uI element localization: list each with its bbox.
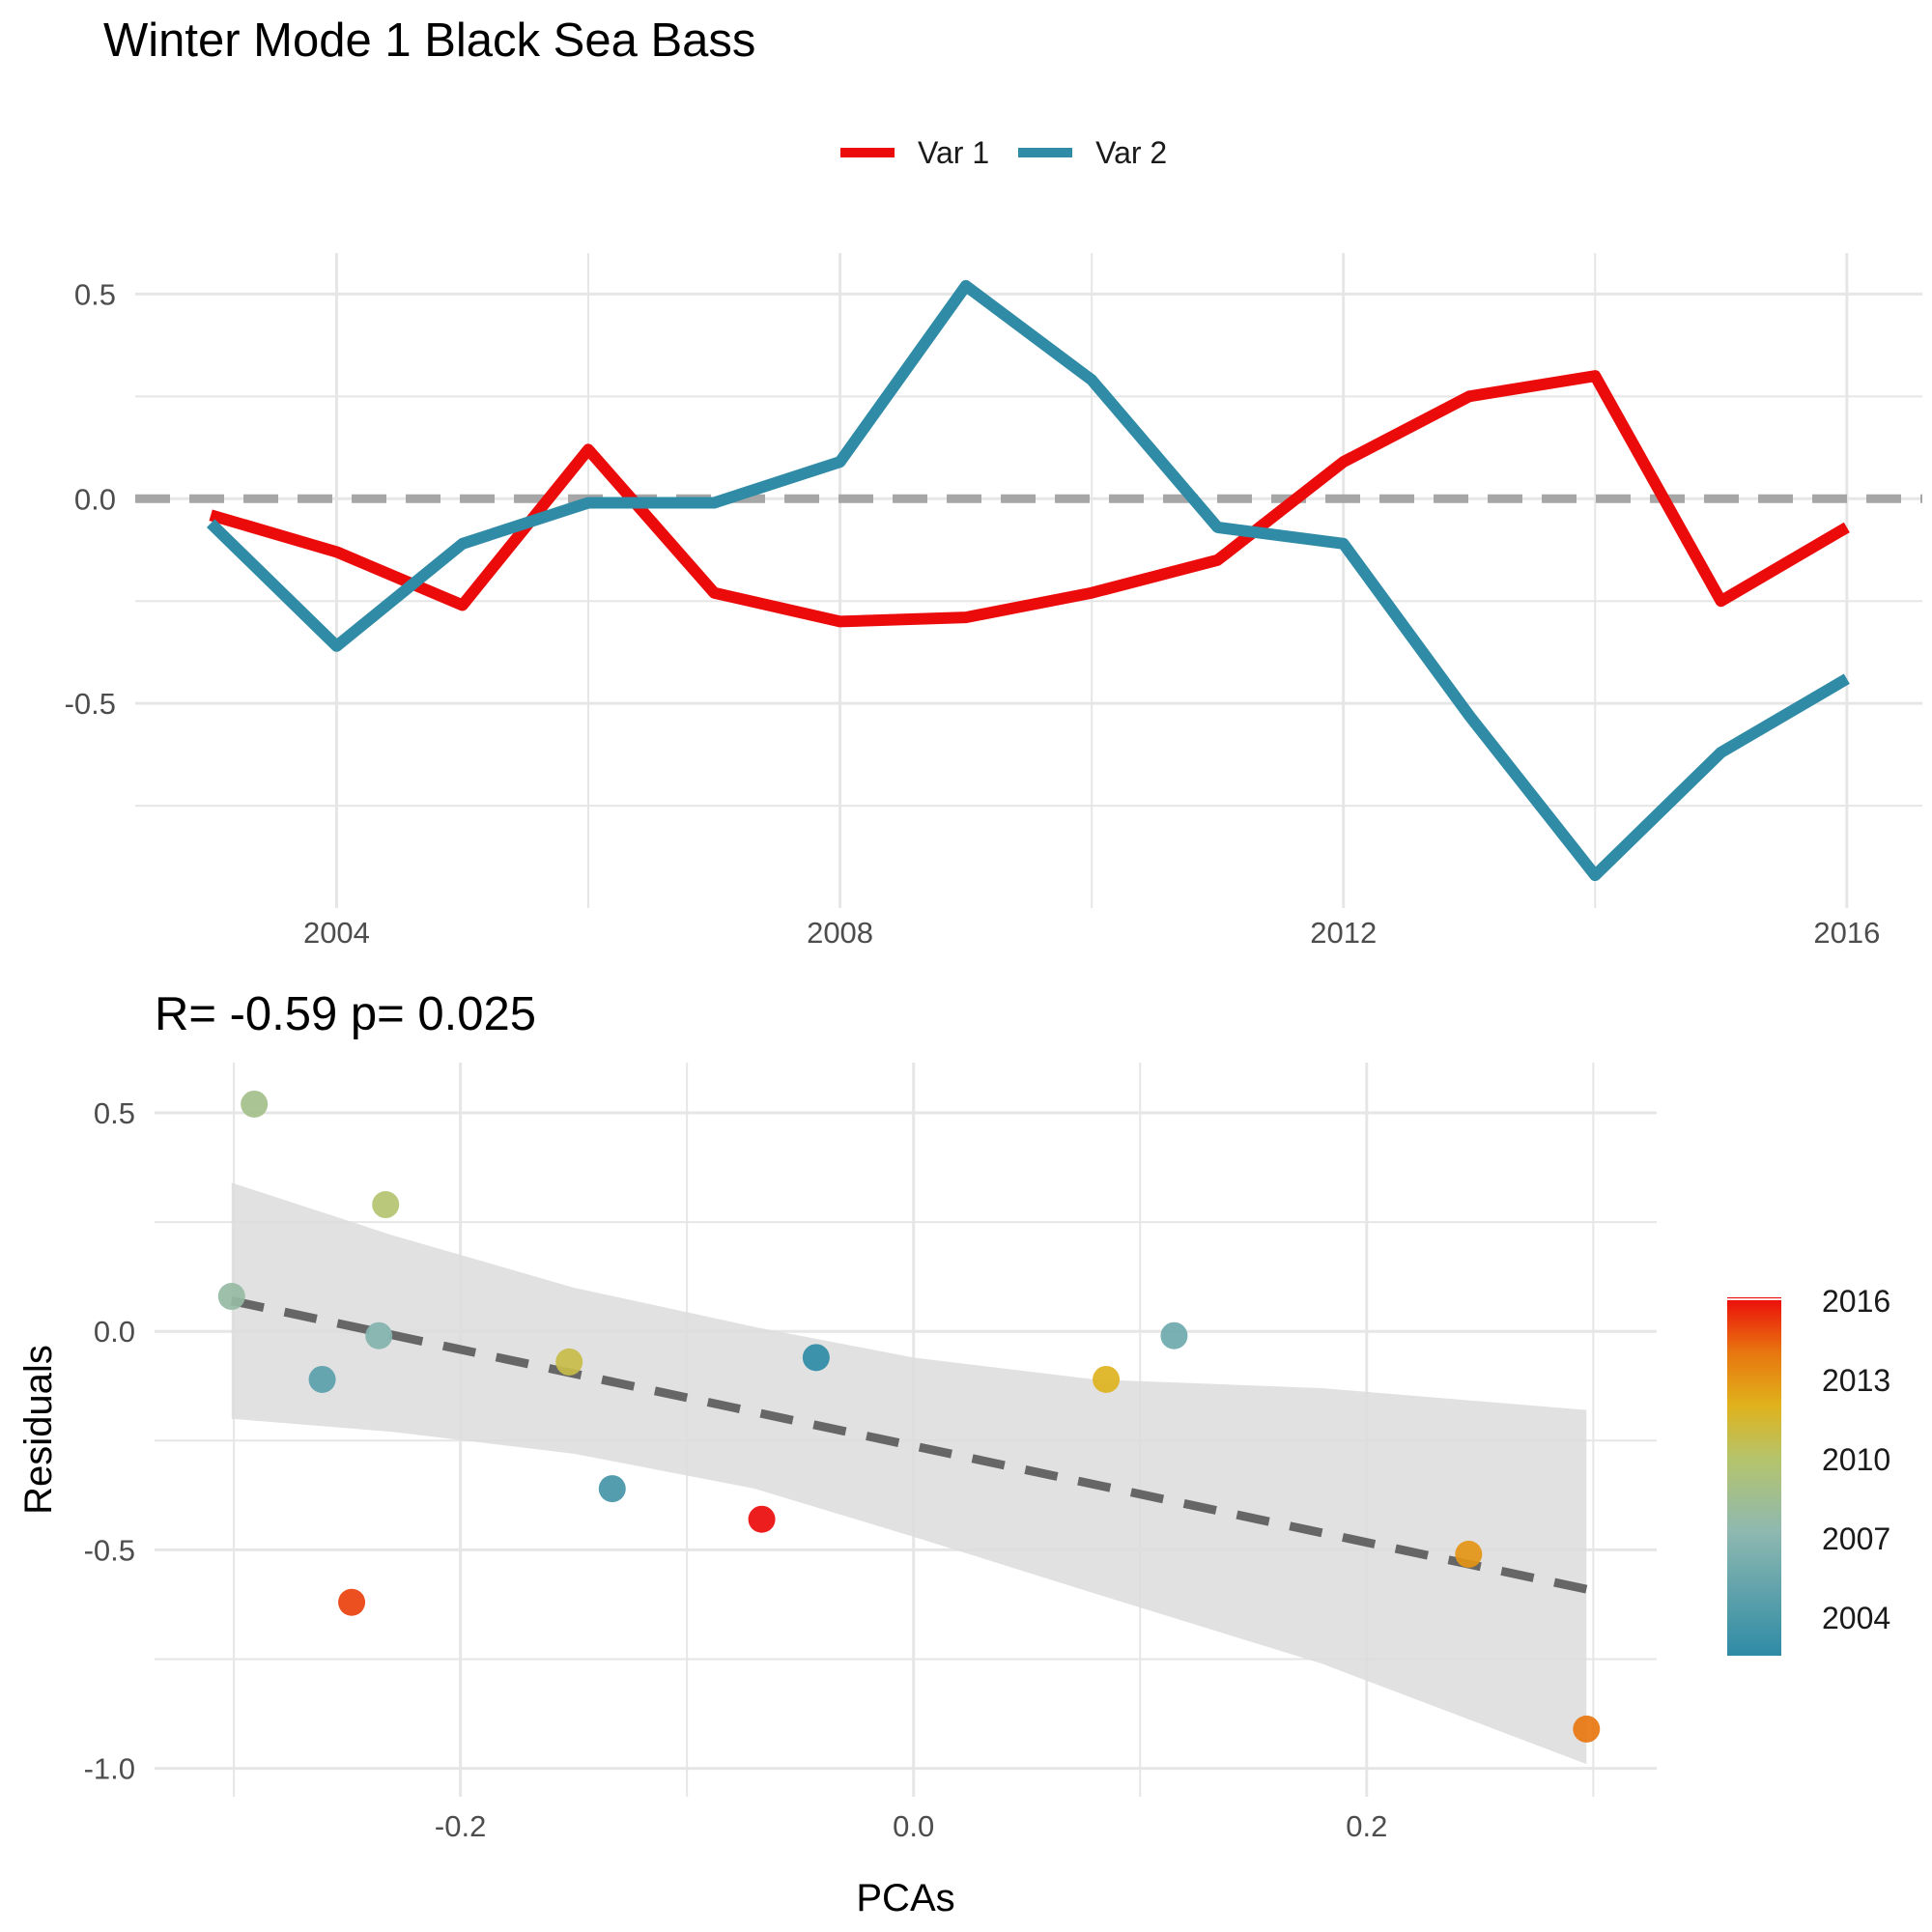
x-axis-title: PCAs [856, 1877, 954, 1919]
legend-key-var2 [1018, 148, 1073, 157]
x-tick-label: 2004 [303, 916, 370, 950]
scatter-point [1093, 1365, 1121, 1393]
x-tick-label: 2016 [1813, 916, 1880, 950]
colorbar-label-2010: 2010 [1822, 1442, 1891, 1477]
y-tick-label: -0.5 [65, 687, 116, 721]
line-chart: 2004 2008 2012 2016 -0.5 0.0 0.5 [65, 253, 1922, 950]
x-tick-label: 2012 [1310, 916, 1377, 950]
legend-item-var1: Var 1 [840, 135, 989, 171]
scatter-point [555, 1348, 583, 1376]
scatter-point [748, 1505, 776, 1533]
colorbar-label-2007: 2007 [1822, 1521, 1891, 1556]
scatter-point [217, 1283, 245, 1311]
colorbar-label-2016: 2016 [1822, 1284, 1891, 1319]
scatter-point [372, 1191, 400, 1219]
colorbar [1727, 1297, 1781, 1656]
y-tick-label: 0.0 [94, 1315, 135, 1349]
scatter-point [1455, 1540, 1483, 1568]
y-axis-title: Residuals [17, 1345, 60, 1515]
scatter-point [308, 1365, 336, 1393]
regression-line [230, 1296, 1588, 1594]
colorbar-tick [1727, 1298, 1781, 1300]
confidence-band [231, 1182, 1587, 1765]
legend-label-var1: Var 1 [918, 134, 990, 170]
scatter-point [598, 1475, 626, 1503]
colorbar-label-2013: 2013 [1822, 1363, 1891, 1398]
x-tick-label: 0.2 [1346, 1809, 1387, 1843]
y-tick-label: -1.0 [84, 1752, 135, 1786]
scatter-subtitle: R= -0.59 p= 0.025 [155, 988, 537, 1040]
scatter-point [1573, 1715, 1601, 1743]
x-tick-label: 0.0 [893, 1809, 934, 1843]
y-tick-label: 0.5 [94, 1096, 135, 1130]
scatter-point [241, 1090, 269, 1118]
scatter-point [1160, 1321, 1188, 1350]
y-tick-label: 0.0 [74, 482, 116, 516]
x-tick-label: 2008 [807, 916, 873, 950]
legend-item-var2: Var 2 [1018, 135, 1167, 171]
scatter-point [338, 1588, 366, 1616]
y-tick-label: 0.5 [74, 277, 116, 311]
colorbar-tick [1727, 1655, 1781, 1657]
legend-label-var2: Var 2 [1095, 134, 1168, 170]
colorbar-label-2004: 2004 [1822, 1601, 1891, 1635]
legend-key-var1 [840, 148, 895, 157]
series-line-2 [206, 279, 1850, 882]
scatter-chart: -0.2 0.0 0.2 -1.0 -0.5 0.0 0.5 PCAs Residuals [17, 1063, 1657, 1919]
series-line-1 [209, 370, 1850, 628]
scatter-point [365, 1321, 393, 1350]
legend: Var 1 Var 2 [840, 133, 1196, 172]
x-tick-label: -0.2 [435, 1809, 486, 1843]
scatter-point [802, 1344, 830, 1372]
y-tick-label: -0.5 [84, 1533, 135, 1567]
chart-title: Winter Mode 1 Black Sea Bass [103, 14, 756, 67]
